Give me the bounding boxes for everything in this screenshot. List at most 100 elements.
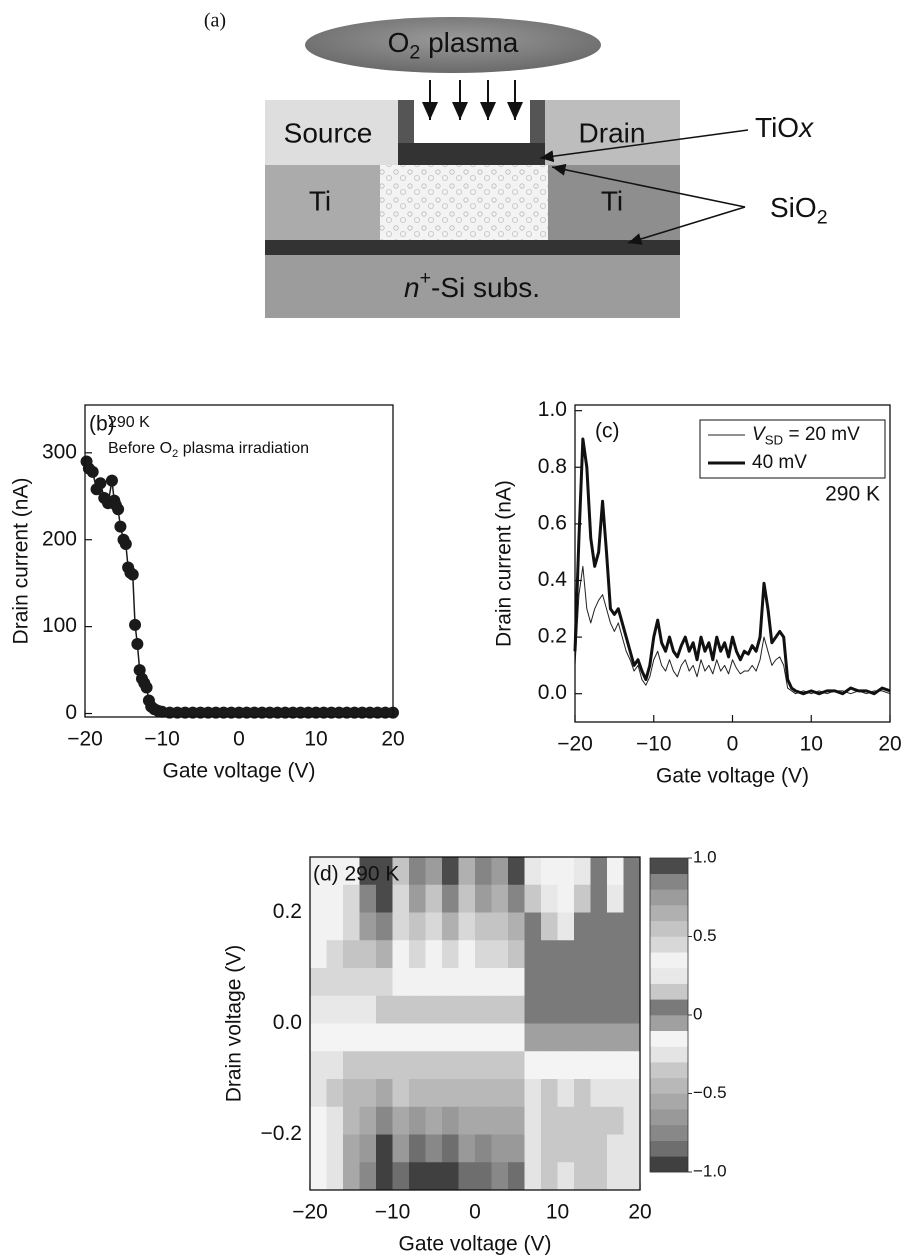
heatmap-cell bbox=[590, 1162, 608, 1190]
heatmap-cell bbox=[607, 912, 624, 941]
heatmap-cell bbox=[590, 968, 608, 997]
heatmap-cell bbox=[574, 1162, 591, 1190]
x-tick-label: −10 bbox=[144, 728, 180, 751]
heatmap-cell bbox=[310, 995, 327, 1024]
heatmap-cell bbox=[475, 884, 492, 913]
heatmap-cell bbox=[392, 940, 410, 969]
colorbar-segment bbox=[650, 1109, 688, 1126]
x-tick-label: 20 bbox=[878, 733, 901, 756]
heatmap-cell bbox=[310, 968, 327, 997]
heatmap-cell bbox=[541, 1162, 558, 1190]
text-part: SiO bbox=[770, 192, 817, 223]
heatmap-cell bbox=[310, 884, 327, 913]
text-part: Before O bbox=[108, 440, 172, 457]
heatmap-cell bbox=[491, 912, 509, 941]
colorbar-tick-label: 1.0 bbox=[693, 847, 717, 866]
colorbar-segment bbox=[650, 920, 688, 937]
x-axis-label: Gate voltage (V) bbox=[399, 1233, 552, 1255]
heatmap-cell bbox=[409, 1051, 426, 1080]
heatmap-cell bbox=[376, 1106, 393, 1135]
heatmap-cell bbox=[442, 912, 459, 941]
data-point bbox=[131, 637, 144, 650]
colorbar-segment bbox=[650, 936, 688, 953]
heatmap-cell bbox=[442, 884, 459, 913]
heatmap-cell bbox=[607, 857, 624, 886]
heatmap-cell bbox=[376, 995, 393, 1024]
heatmap-cell bbox=[574, 857, 591, 886]
heatmap-cell bbox=[557, 1162, 575, 1190]
x-axis-label: Gate voltage (V) bbox=[163, 760, 316, 783]
heatmap-cell bbox=[491, 940, 509, 969]
heatmap-cell bbox=[524, 1079, 542, 1108]
heatmap-cell bbox=[343, 1162, 360, 1190]
heatmap-cell bbox=[491, 1023, 509, 1052]
heatmap-cell bbox=[607, 995, 624, 1024]
heatmap-cell bbox=[557, 1079, 575, 1108]
heatmap-cell bbox=[326, 857, 344, 886]
y-tick-label: 0 bbox=[65, 701, 77, 724]
heatmap-cell bbox=[623, 1079, 640, 1108]
heatmap-cell bbox=[392, 1079, 410, 1108]
heatmap-cell bbox=[343, 1051, 360, 1080]
text-part: n bbox=[404, 272, 420, 303]
heatmap-cell bbox=[590, 884, 608, 913]
heatmap-cell bbox=[508, 968, 525, 997]
y-tick-label: 1.0 bbox=[538, 398, 567, 421]
heatmap-cell bbox=[458, 968, 476, 997]
text-part: O bbox=[388, 27, 410, 58]
heatmap-cell bbox=[409, 1079, 426, 1108]
heatmap-cell bbox=[557, 995, 575, 1024]
heatmap-cell bbox=[376, 1134, 393, 1163]
heatmap-cell bbox=[326, 1023, 344, 1052]
series-line bbox=[574, 565, 891, 695]
colorbar-segment bbox=[650, 1030, 688, 1047]
heatmap-cell bbox=[524, 1023, 542, 1052]
heatmap-cell bbox=[491, 1079, 509, 1108]
heatmap-cell bbox=[557, 857, 575, 886]
text-part: plasma bbox=[420, 27, 518, 58]
x-tick-label: 10 bbox=[800, 733, 823, 756]
heatmap-cell bbox=[310, 1162, 327, 1190]
heatmap-cell bbox=[343, 1023, 360, 1052]
heatmap-cell bbox=[376, 940, 393, 969]
connecting-line bbox=[85, 461, 393, 714]
tiox-layer bbox=[398, 143, 545, 165]
device-schematic bbox=[265, 17, 749, 318]
heatmap-cell bbox=[458, 857, 476, 886]
heatmap-cell bbox=[409, 912, 426, 941]
colorbar-segment bbox=[650, 1077, 688, 1094]
y-tick-label: 200 bbox=[42, 527, 77, 550]
heatmap-cell bbox=[524, 968, 542, 997]
heatmap-cell bbox=[541, 968, 558, 997]
heatmap-cell bbox=[508, 1079, 525, 1108]
plasma-arrows bbox=[422, 80, 523, 120]
heatmap-cell bbox=[392, 884, 410, 913]
heatmap-cell bbox=[392, 1134, 410, 1163]
heatmap-cell bbox=[442, 968, 459, 997]
heatmap-cell bbox=[376, 912, 393, 941]
heatmap-cell bbox=[310, 1079, 327, 1108]
x-tick-label: −10 bbox=[636, 733, 672, 756]
heatmap-cell bbox=[343, 912, 360, 941]
colorbar-tick-label: 0.5 bbox=[693, 926, 717, 945]
heatmap-cell bbox=[359, 857, 377, 886]
heatmap-cell bbox=[310, 940, 327, 969]
y-axis-label: Drain voltage (V) bbox=[223, 945, 246, 1103]
heatmap-cell bbox=[442, 1023, 459, 1052]
colorbar-segment bbox=[650, 967, 688, 984]
y-axis-label: Drain current (nA) bbox=[493, 480, 516, 647]
heatmap-cell bbox=[491, 995, 509, 1024]
colorbar-segment bbox=[650, 889, 688, 906]
heatmap-cell bbox=[623, 968, 640, 997]
heatmap-cell bbox=[409, 1023, 426, 1052]
heatmap-cell bbox=[557, 1134, 575, 1163]
heatmap-cell bbox=[376, 968, 393, 997]
heatmap-cell bbox=[574, 1023, 591, 1052]
heatmap-cell bbox=[326, 1106, 344, 1135]
ti-label: Ti bbox=[601, 185, 623, 216]
heatmap-cell bbox=[409, 1106, 426, 1135]
panel-label: (c) bbox=[595, 420, 620, 443]
series-line bbox=[573, 437, 891, 696]
heatmap-cell bbox=[491, 1051, 509, 1080]
